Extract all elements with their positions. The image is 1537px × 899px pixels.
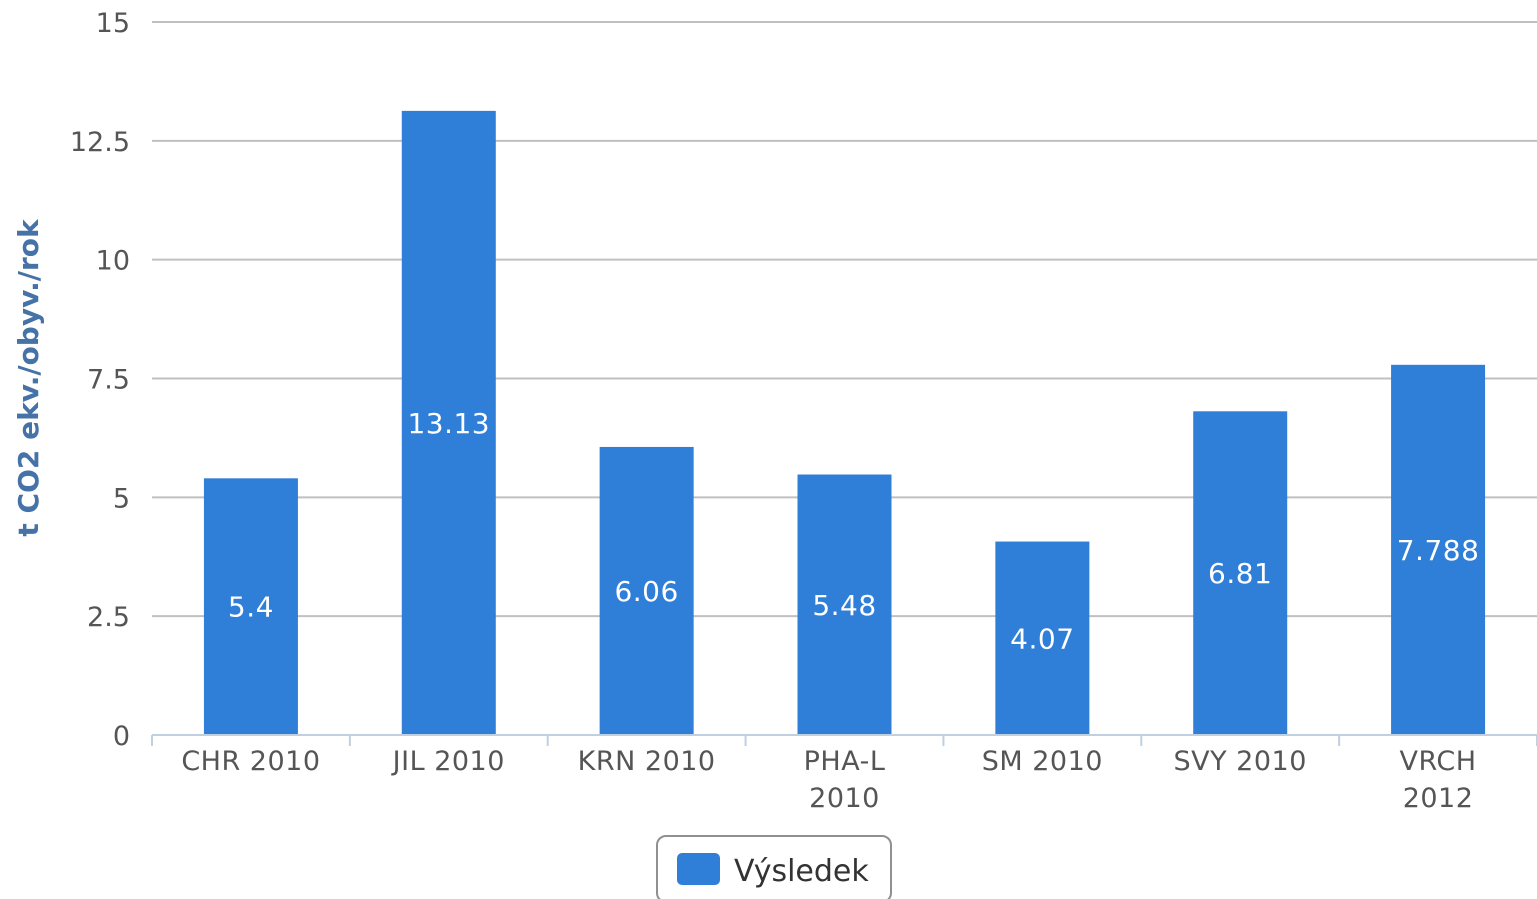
data-label: 5.4 xyxy=(228,591,274,624)
legend[interactable]: Výsledek xyxy=(656,835,892,899)
data-label: 13.13 xyxy=(407,407,490,440)
bar[interactable] xyxy=(995,541,1090,735)
data-label: 6.81 xyxy=(1208,557,1272,590)
y-axis-ticks: 0 2.5 5 7.5 10 12.5 15 xyxy=(70,8,130,752)
x-tick-label: VRCH 2012 xyxy=(1400,746,1477,814)
y-axis-label: t CO2 ekv./obyv./rok xyxy=(12,218,45,537)
x-tick-label: PHA-L 2010 xyxy=(804,746,886,814)
data-label: 6.06 xyxy=(614,575,678,608)
bars xyxy=(203,110,1486,736)
bar[interactable] xyxy=(401,110,496,736)
data-label: 4.07 xyxy=(1010,622,1074,655)
x-tick-label: CHR 2010 xyxy=(181,746,320,777)
y-tick-label: 0 xyxy=(113,721,130,752)
y-tick-label: 10 xyxy=(96,246,130,277)
legend-label[interactable]: Výsledek xyxy=(734,854,869,889)
bar[interactable] xyxy=(1193,411,1288,735)
y-tick-label: 12.5 xyxy=(70,127,130,158)
x-axis-ticks: CHR 2010 JIL 2010 KRN 2010 PHA-L 2010 SM 2010… xyxy=(181,746,1476,814)
bar[interactable] xyxy=(1391,364,1486,735)
y-tick-label: 2.5 xyxy=(87,602,130,633)
y-tick-label: 5 xyxy=(113,483,130,514)
data-label: 5.48 xyxy=(812,589,876,622)
legend-swatch xyxy=(677,853,720,885)
x-tick-label: SVY 2010 xyxy=(1174,746,1307,777)
data-label: 7.788 xyxy=(1397,534,1480,567)
x-axis xyxy=(151,734,1537,746)
gridlines xyxy=(152,21,1537,618)
data-labels: 5.4 13.13 6.06 5.48 4.07 6.81 7.788 xyxy=(228,407,1479,655)
x-tick-label: KRN 2010 xyxy=(578,746,716,777)
bar[interactable] xyxy=(203,478,298,735)
x-tick-label: JIL 2010 xyxy=(391,746,505,777)
x-tick-label: SM 2010 xyxy=(982,746,1103,777)
y-tick-label: 7.5 xyxy=(87,365,130,396)
y-tick-label: 15 xyxy=(96,8,130,39)
bar[interactable] xyxy=(797,474,892,735)
bar[interactable] xyxy=(599,446,694,735)
